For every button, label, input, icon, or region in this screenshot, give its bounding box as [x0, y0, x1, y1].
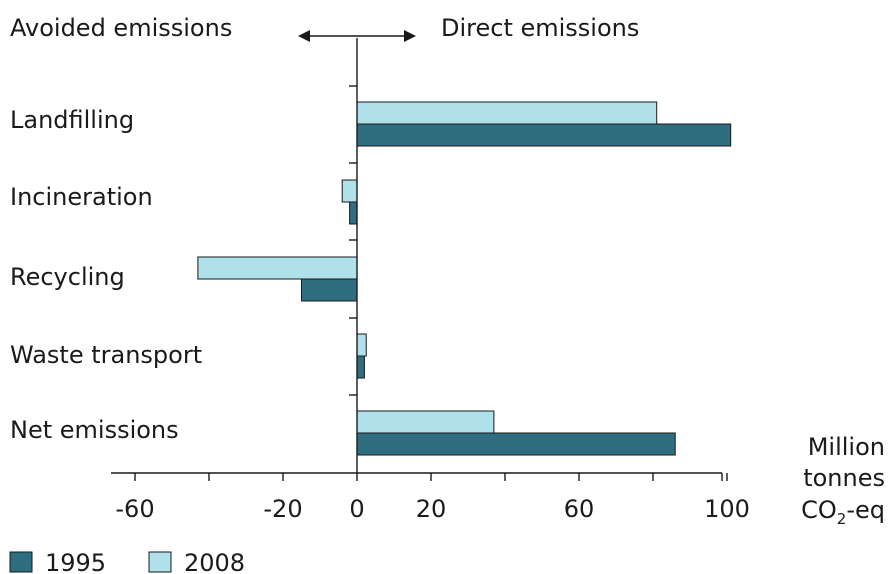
legend-label-1995: 1995	[45, 549, 106, 574]
legend-label-2008: 2008	[184, 549, 245, 574]
bar-incineration-2008	[341, 179, 358, 203]
bar-net-emissions-2008	[356, 410, 495, 434]
legend-swatch-2008	[148, 551, 172, 573]
bar-incineration-1995	[349, 201, 358, 225]
x-tick-label: -20	[263, 495, 302, 523]
legend: 1995 2008	[9, 549, 245, 574]
unit-label-line3: CO2-eq	[801, 496, 885, 528]
bar-recycling-1995	[301, 278, 358, 302]
category-label-landfilling: Landfilling	[10, 106, 134, 134]
bar-landfilling-1995	[356, 123, 732, 147]
category-label-incineration: Incineration	[10, 183, 153, 211]
x-tick-label: 60	[564, 495, 595, 523]
category-label-waste-transport: Waste transport	[10, 341, 202, 369]
unit-co: CO	[801, 496, 837, 524]
bar-waste-transport-2008	[356, 333, 367, 357]
category-label-net-emissions: Net emissions	[10, 416, 179, 444]
bars-group	[197, 101, 732, 456]
bar-waste-transport-1995	[356, 355, 365, 379]
unit-label-line1: Million	[808, 433, 885, 461]
category-label-recycling: Recycling	[10, 263, 125, 291]
bar-net-emissions-1995	[356, 432, 676, 456]
legend-swatch-1995	[9, 551, 33, 573]
zero-axis-ticks	[349, 85, 357, 396]
x-tick-label: 0	[349, 495, 364, 523]
direct-emissions-label: Direct emissions	[441, 14, 639, 42]
unit-subscript: 2	[837, 510, 847, 528]
category-labels: Landfilling Incineration Recycling Waste tr…	[10, 106, 202, 444]
x-tick-label: 100	[704, 495, 750, 523]
x-tick-label: -60	[115, 495, 154, 523]
double-arrow-icon	[298, 30, 416, 42]
bar-recycling-2008	[197, 256, 358, 280]
avoided-emissions-label: Avoided emissions	[10, 14, 232, 42]
x-axis-ticks	[134, 473, 728, 481]
bar-landfilling-2008	[356, 101, 658, 125]
unit-rest: -eq	[846, 496, 885, 524]
x-axis-tick-labels: -60 -20 0 20 60 100	[115, 495, 750, 523]
x-tick-label: 20	[416, 495, 447, 523]
unit-label-line2: tonnes	[803, 464, 885, 492]
